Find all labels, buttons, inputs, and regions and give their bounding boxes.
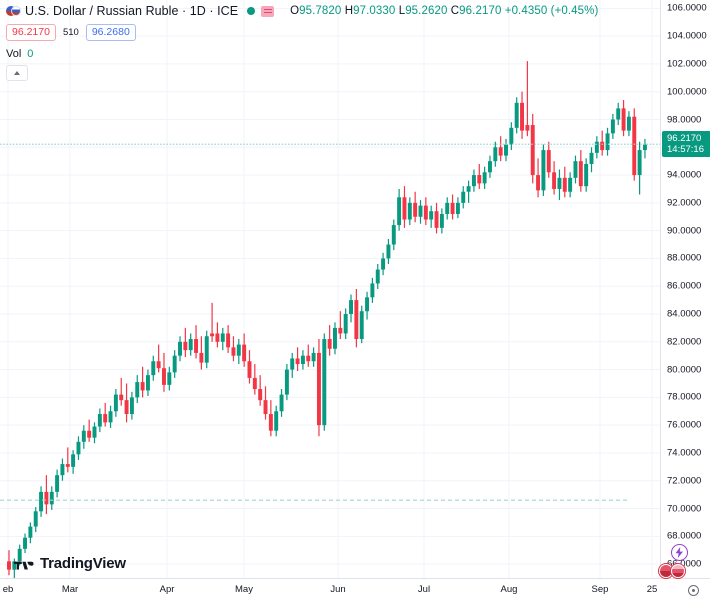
- price-axis-tick: 82.0000: [667, 336, 702, 348]
- clock-icon[interactable]: [688, 585, 699, 596]
- price-axis-tick: 106.0000: [667, 2, 707, 14]
- price-axis-tick: 74.0000: [667, 447, 702, 459]
- time-axis-tick: eb: [2, 584, 14, 595]
- price-axis-tick: 72.0000: [667, 475, 702, 487]
- price-axis-tick: 78.0000: [667, 391, 702, 403]
- ohlc-open-label: O: [290, 5, 300, 17]
- time-axis[interactable]: eb Mar Apr May Jun Jul Aug Sep 25: [0, 578, 710, 600]
- price-axis-tick: 92.0000: [667, 197, 702, 209]
- lightning-bolt-icon[interactable]: [671, 544, 688, 561]
- price-axis-tick: 98.0000: [667, 114, 702, 125]
- price-axis-tick: 94.0000: [667, 169, 702, 181]
- ohlc-close-label: C: [450, 5, 460, 17]
- chart-legend: U.S. Dollar / Russian Ruble · 1D · ICE O…: [6, 3, 598, 81]
- ohlc-close-value: 96.2170: [459, 5, 502, 17]
- price-axis-tick: 88.0000: [667, 252, 702, 264]
- currency-pair-flag-icon: [6, 5, 21, 18]
- legend-price-pills-row: 96.2170 510 96.2680: [6, 24, 598, 41]
- time-axis-tick: Aug: [500, 584, 518, 595]
- spread-value: 510: [62, 27, 79, 38]
- collapse-pane-button[interactable]: [6, 65, 28, 81]
- ohlc-low-label: L: [398, 5, 406, 17]
- time-axis-tick: Mar: [61, 584, 79, 595]
- ohlc-high-value: 97.0330: [353, 5, 396, 17]
- ohlc-low-value: 95.2620: [405, 5, 448, 17]
- price-axis-tick: 70.0000: [667, 503, 702, 514]
- current-price-time: 14:57:16: [667, 144, 704, 156]
- price-axis-tick: 90.0000: [667, 225, 702, 237]
- ohlc-change-percent: (+0.45%): [550, 5, 599, 17]
- price-axis-tick: 80.0000: [667, 364, 702, 376]
- price-axis-tick: 104.0000: [667, 30, 707, 42]
- current-price-badge[interactable]: 96.2170 14:57:16: [662, 131, 710, 158]
- price-axis-tick: 68.0000: [667, 530, 702, 542]
- current-price-value: 96.2170: [667, 133, 702, 145]
- time-axis-tick: Jul: [417, 584, 431, 595]
- market-open-dot: [247, 7, 256, 15]
- chevron-up-icon: [14, 71, 20, 75]
- indicator-icon[interactable]: [261, 5, 275, 17]
- ohlc-values: O95.7820 H97.0330 L95.2620 C96.2170 +0.4…: [290, 5, 598, 17]
- time-axis-tick: Jun: [330, 584, 346, 595]
- legend-volume-row: Vol 0: [6, 47, 598, 61]
- price-axis-tick: 84.0000: [667, 308, 702, 320]
- price-axis-tick: 100.0000: [667, 86, 707, 98]
- time-axis-tick: 25: [646, 584, 658, 595]
- volume-label: Vol: [6, 48, 22, 60]
- chart-plot-area[interactable]: [0, 0, 660, 578]
- tradingview-branding[interactable]: TradingView: [14, 555, 126, 572]
- ohlc-high-label: H: [344, 5, 354, 17]
- price-axis-tick: 86.0000: [667, 280, 702, 292]
- ohlc-change: +0.4350: [504, 5, 548, 17]
- bolt-glyph: [675, 547, 683, 558]
- time-axis-tick: Apr: [159, 584, 175, 595]
- legend-title-row: U.S. Dollar / Russian Ruble · 1D · ICE O…: [6, 3, 598, 19]
- ask-price-pill[interactable]: 96.2680: [85, 24, 136, 41]
- brand-name: TradingView: [40, 555, 126, 572]
- price-axis[interactable]: 106.0000 104.0000 102.0000 100.0000 98.0000 9…: [660, 0, 710, 578]
- symbol-title[interactable]: U.S. Dollar / Russian Ruble · 1D · ICE: [25, 4, 239, 18]
- tradingview-logo: [14, 561, 34, 570]
- time-axis-tick: Sep: [591, 584, 609, 595]
- volume-value: 0: [27, 48, 34, 60]
- price-axis-tick: 102.0000: [667, 58, 707, 70]
- time-axis-tick: May: [235, 584, 253, 595]
- bid-price-pill[interactable]: 96.2170: [6, 24, 56, 41]
- price-axis-tick: 66.0000: [667, 558, 702, 570]
- ohlc-open-value: 95.7820: [299, 5, 342, 17]
- currency-flags-icon[interactable]: [658, 563, 688, 579]
- price-axis-tick: 76.0000: [667, 419, 702, 431]
